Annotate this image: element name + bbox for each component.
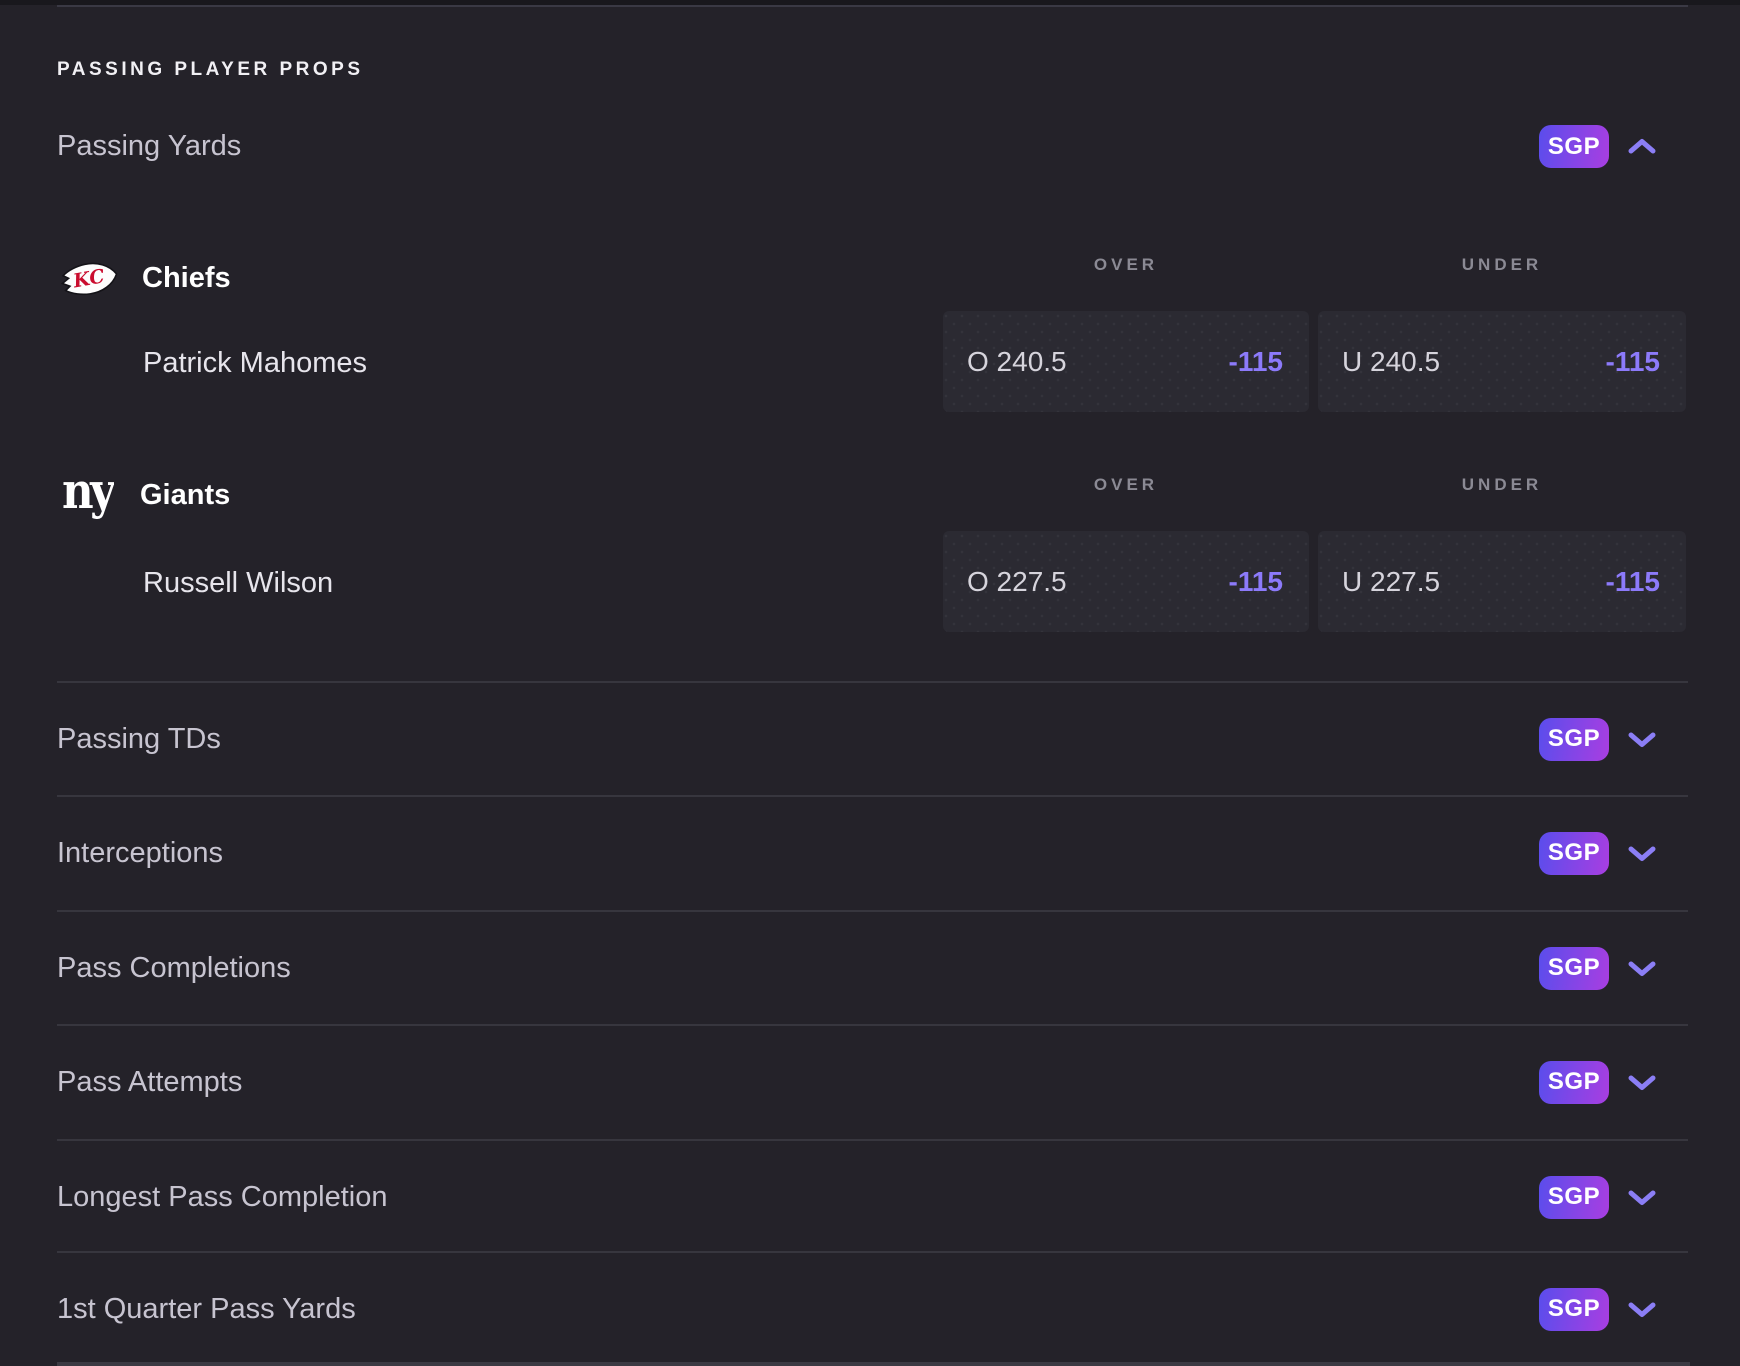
market-label: Longest Pass Completion xyxy=(57,1180,388,1213)
divider xyxy=(57,1139,1688,1141)
divider xyxy=(57,681,1688,683)
market-row-interceptions[interactable]: Interceptions SGP xyxy=(57,797,1687,909)
line-value: O 227.5 xyxy=(967,565,1067,597)
chevron-down-icon[interactable] xyxy=(1628,1301,1656,1318)
market-row-passing-yards[interactable]: Passing Yards SGP xyxy=(57,104,1687,189)
sgp-badge[interactable]: SGP xyxy=(1539,946,1609,990)
chiefs-logo-icon: KC xyxy=(60,262,118,296)
team-name-chiefs: Chiefs xyxy=(142,262,231,294)
market-row-pass-completions[interactable]: Pass Completions SGP xyxy=(57,912,1687,1024)
player-name: Patrick Mahomes xyxy=(143,347,368,379)
market-controls: SGP xyxy=(1539,946,1687,990)
market-label: Pass Completions xyxy=(57,951,291,984)
chiefs-monogram: KC xyxy=(71,265,106,292)
under-column-header: UNDER xyxy=(1461,475,1543,494)
sgp-badge[interactable]: SGP xyxy=(1539,125,1609,168)
sgp-badge[interactable]: SGP xyxy=(1539,1175,1609,1219)
top-edge-strip xyxy=(0,0,1740,5)
divider xyxy=(57,1024,1688,1026)
chevron-down-icon[interactable] xyxy=(1628,1074,1656,1091)
market-controls: SGP xyxy=(1539,717,1687,761)
market-controls: SGP xyxy=(1539,125,1687,168)
over-bet-button-mahomes[interactable]: O 240.5 -115 xyxy=(943,311,1309,412)
market-label: Passing TDs xyxy=(57,722,221,755)
giants-logo-icon: ny xyxy=(62,478,114,520)
odds-value: -115 xyxy=(1228,565,1284,597)
line-value: U 240.5 xyxy=(1342,345,1441,377)
market-controls: SGP xyxy=(1539,831,1687,875)
under-bet-button-mahomes[interactable]: U 240.5 -115 xyxy=(1318,311,1686,412)
over-column-header: OVER xyxy=(1093,475,1159,494)
sgp-badge[interactable]: SGP xyxy=(1539,831,1609,875)
divider xyxy=(57,910,1688,912)
market-controls: SGP xyxy=(1539,1060,1687,1104)
market-label: Pass Attempts xyxy=(57,1065,243,1098)
market-label: Passing Yards xyxy=(57,130,242,162)
market-label: Interceptions xyxy=(57,836,224,869)
chevron-down-icon[interactable] xyxy=(1628,845,1656,862)
bottom-divider xyxy=(57,1362,1690,1366)
sgp-badge[interactable]: SGP xyxy=(1539,1287,1609,1331)
chevron-down-icon[interactable] xyxy=(1628,731,1656,748)
section-title: PASSING PLAYER PROPS xyxy=(57,59,364,80)
over-bet-button-wilson[interactable]: O 227.5 -115 xyxy=(943,531,1309,632)
market-label: 1st Quarter Pass Yards xyxy=(57,1292,356,1325)
under-column-header: UNDER xyxy=(1461,255,1543,274)
line-value: O 240.5 xyxy=(967,345,1067,377)
chevron-down-icon[interactable] xyxy=(1628,1189,1656,1206)
sgp-badge[interactable]: SGP xyxy=(1539,717,1609,761)
player-name: Russell Wilson xyxy=(143,567,334,599)
sgp-badge[interactable]: SGP xyxy=(1539,1060,1609,1104)
giants-monogram: ny xyxy=(62,478,114,520)
line-value: U 227.5 xyxy=(1342,565,1441,597)
market-row-longest-pass-completion[interactable]: Longest Pass Completion SGP xyxy=(57,1141,1687,1253)
team-name-giants: Giants xyxy=(140,479,231,511)
odds-value: -115 xyxy=(1228,345,1284,377)
market-row-pass-attempts[interactable]: Pass Attempts SGP xyxy=(57,1026,1687,1138)
market-row-1st-quarter-pass-yards[interactable]: 1st Quarter Pass Yards SGP xyxy=(57,1253,1687,1365)
market-controls: SGP xyxy=(1539,1175,1687,1219)
over-column-header: OVER xyxy=(1093,255,1159,274)
chevron-down-icon[interactable] xyxy=(1628,960,1656,977)
odds-value: -115 xyxy=(1605,345,1661,377)
divider xyxy=(57,1251,1688,1253)
market-controls: SGP xyxy=(1539,1287,1687,1331)
odds-value: -115 xyxy=(1605,565,1661,597)
chevron-up-icon[interactable] xyxy=(1628,138,1656,155)
market-row-passing-tds[interactable]: Passing TDs SGP xyxy=(57,683,1687,795)
top-divider xyxy=(57,5,1688,7)
under-bet-button-wilson[interactable]: U 227.5 -115 xyxy=(1318,531,1686,632)
divider xyxy=(57,795,1688,797)
